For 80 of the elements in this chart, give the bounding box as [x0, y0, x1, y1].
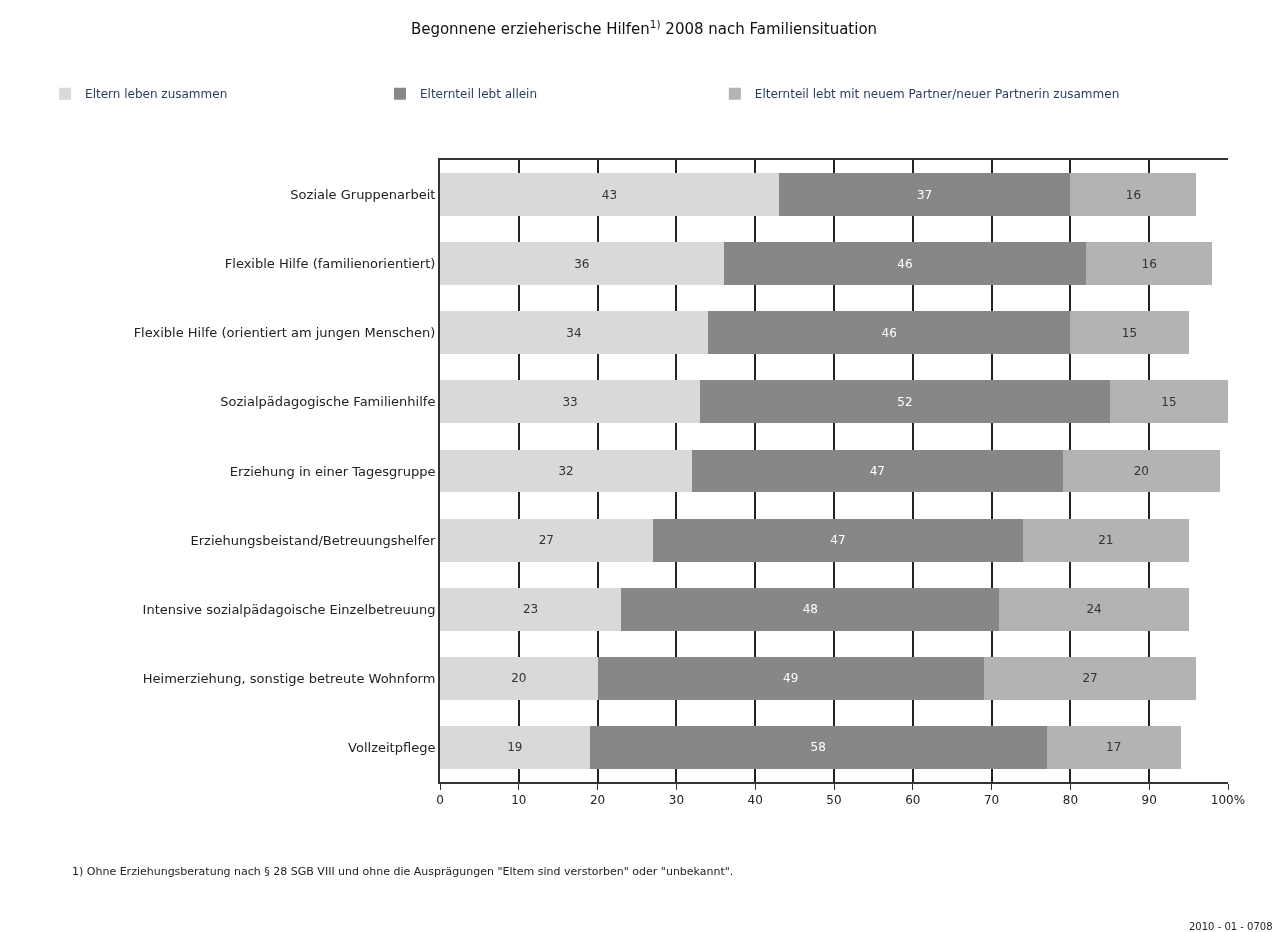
x-tick-label: 60 [905, 793, 921, 808]
bar [1070, 311, 1189, 355]
y-tick-label: Flexible Hilfe (orientiert am jungen Menschen) [133, 325, 436, 341]
y-tick-label: Soziale Gruppenarbeit [290, 187, 436, 203]
data-label: 16 [1141, 256, 1157, 271]
chart-title: Begonnene erzieherische Hilfen$^{1)}$ 2008 nach Familiensituation [410, 17, 878, 38]
x-tick-label: 20 [589, 793, 606, 808]
data-label: 47 [869, 464, 885, 478]
bar [1023, 518, 1189, 562]
bar [440, 518, 653, 562]
x-tick-label: 100% [1210, 793, 1246, 808]
data-label: 24 [1086, 602, 1102, 617]
bar [1062, 449, 1221, 493]
bar [440, 173, 779, 216]
text: 1) Ohne Erziehungsberatung nach § 28 SGB VIII und ohne die Ausprägungen "Eltem sind verstorben" oder "unbekannt". [72, 865, 734, 878]
bar [983, 656, 1197, 700]
y-tick-label: Flexible Hilfe (familienorientiert) [224, 256, 436, 272]
legend-label: Elternteil lebt mit neuem Partner/neuer Partnerin zusammen [754, 87, 1120, 102]
data-label: 47 [830, 533, 846, 548]
y-tick-label: Sozialpädagogische Familienhilfe [220, 394, 436, 410]
bar [621, 587, 1000, 631]
data-label: 15 [1121, 325, 1138, 340]
bar [1046, 726, 1181, 769]
bar [440, 726, 590, 769]
data-label: 17 [1106, 740, 1122, 755]
data-label: 23 [522, 602, 539, 617]
bar [707, 311, 1071, 355]
data-label: 52 [897, 394, 913, 409]
bar [652, 518, 1024, 562]
y-tick-label: Heimerziehung, sonstige betreute Wohnform [142, 670, 436, 686]
data-label: 33 [562, 394, 578, 409]
bar [440, 242, 724, 286]
x-tick-label: 30 [668, 793, 685, 808]
data-label: 16 [1125, 187, 1142, 202]
data-label: 46 [881, 325, 897, 340]
x-tick-label: 10 [511, 793, 527, 808]
y-tick-label: Erziehungsbeistand/Betreuungshelfer [190, 532, 437, 548]
data-label: 20 [511, 671, 527, 686]
data-label: 58 [810, 740, 826, 755]
bar [440, 380, 701, 424]
data-label: 32 [558, 464, 574, 478]
y-tick-label: Vollzeitpflege [348, 739, 436, 755]
data-label: 49 [783, 671, 799, 686]
bar [1086, 242, 1213, 286]
data-label: 27 [1082, 671, 1098, 686]
data-label: 46 [897, 256, 913, 271]
legend-label: Elternteil lebt allein [419, 87, 538, 102]
bar [589, 726, 1047, 769]
x-tick-label: 40 [747, 793, 763, 808]
y-tick-label: Erziehung in einer Tagesgruppe [229, 463, 436, 479]
x-tick-label: 80 [1062, 793, 1079, 808]
bar [440, 656, 598, 700]
x-tick-label: 90 [1141, 793, 1157, 808]
bar [723, 242, 1087, 286]
bar [999, 587, 1189, 631]
bar [700, 380, 1110, 424]
data-label: 37 [916, 187, 933, 202]
x-tick-label: 0 [436, 793, 444, 808]
legend-label: Eltern leben zusammen [85, 87, 228, 102]
data-label: 27 [538, 533, 555, 548]
text: 2010 - 01 - 0708 [1189, 921, 1273, 932]
data-label: 15 [1161, 394, 1177, 409]
y-tick-label: Intensive sozialpädagoische Einzelbetreuung [142, 601, 436, 617]
bar [440, 311, 708, 355]
bar [440, 587, 622, 631]
data-label: 34 [566, 325, 582, 340]
data-label: 48 [802, 602, 818, 617]
bar [440, 449, 693, 493]
x-tick-label: 70 [983, 793, 1000, 808]
data-label: 21 [1098, 533, 1114, 548]
data-label: 19 [507, 740, 523, 755]
bar [692, 449, 1063, 493]
bar [778, 173, 1071, 216]
bar [1070, 173, 1197, 216]
bar [1109, 380, 1228, 424]
data-label: 20 [1133, 464, 1149, 478]
bar [597, 656, 984, 700]
data-label: 43 [601, 187, 618, 202]
data-label: 36 [574, 256, 590, 271]
x-tick-label: 50 [826, 793, 842, 808]
